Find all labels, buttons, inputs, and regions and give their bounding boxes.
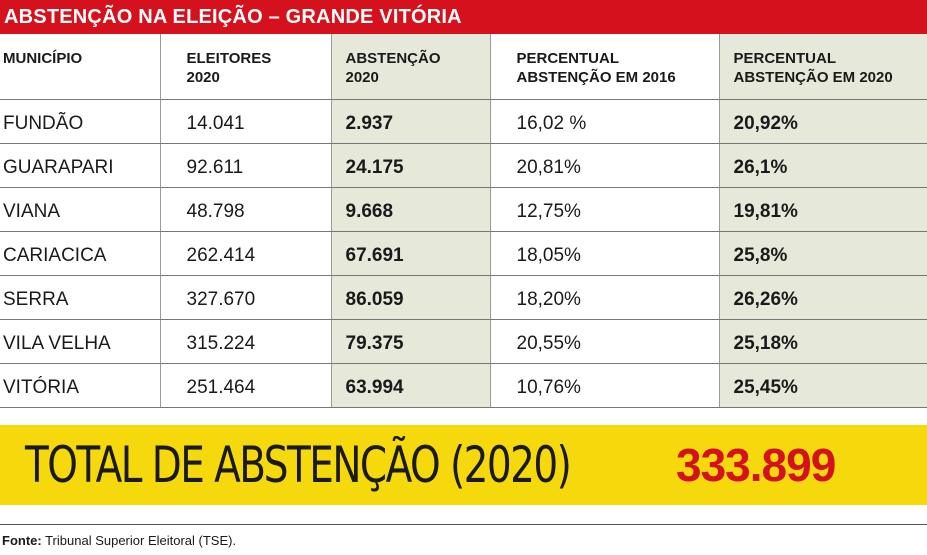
table-row: FUNDÃO 14.041 2.937 16,02 % 20,92% — [0, 99, 927, 144]
source-text: Tribunal Superior Eleitoral (TSE). — [41, 533, 237, 548]
cell-abstencao: 9.668 — [331, 187, 491, 232]
cell-abstencao: 67.691 — [331, 231, 491, 276]
header-label: MUNICÍPIO — [3, 50, 83, 67]
total-bar: TOTAL DE ABSTENÇÃO (2020) 333.899 — [0, 425, 927, 505]
abstention-table: MUNICÍPIO ELEITORES 2020 ABSTENÇÃO 2020 PE… — [0, 34, 927, 408]
source-note: Fonte: Tribunal Superior Eleitoral (TSE)… — [2, 533, 236, 548]
header-label: PERCENTUAL — [733, 50, 837, 67]
cell-municipio: FUNDÃO — [0, 99, 161, 144]
table-row: VIANA 48.798 9.668 12,75% 19,81% — [0, 187, 927, 232]
cell-abstencao: 63.994 — [331, 363, 491, 408]
cell-percentual-2020: 26,26% — [719, 275, 927, 320]
cell-municipio: VITÓRIA — [0, 363, 161, 408]
table-row: SERRA 327.670 86.059 18,20% 26,26% — [0, 275, 927, 320]
cell-eleitores: 251.464 — [160, 363, 332, 408]
header-percentual-2016: PERCENTUAL ABSTENÇÃO EM 2016 — [490, 34, 720, 100]
table-body: FUNDÃO 14.041 2.937 16,02 % 20,92% GUARAPARI 9… — [0, 99, 927, 408]
cell-abstencao: 24.175 — [331, 143, 491, 188]
cell-percentual-2016: 18,05% — [490, 231, 720, 276]
cell-eleitores: 315.224 — [160, 319, 332, 364]
header-label: ABSTENÇÃO — [345, 50, 441, 67]
header-percentual-2020: PERCENTUAL ABSTENÇÃO EM 2020 — [719, 34, 927, 100]
header-label: ABSTENÇÃO EM 2020 — [733, 69, 893, 86]
header-row: MUNICÍPIO ELEITORES 2020 ABSTENÇÃO 2020 PE… — [0, 34, 927, 100]
cell-percentual-2016: 10,76% — [490, 363, 720, 408]
header-municipio: MUNICÍPIO — [0, 34, 161, 100]
table-row: VITÓRIA 251.464 63.994 10,76% 25,45% — [0, 363, 927, 408]
cell-eleitores: 262.414 — [160, 231, 332, 276]
cell-percentual-2020: 25,18% — [719, 319, 927, 364]
cell-percentual-2016: 18,20% — [490, 275, 720, 320]
cell-eleitores: 48.798 — [160, 187, 332, 232]
chart-title: ABSTENÇÃO NA ELEIÇÃO – GRANDE VITÓRIA — [0, 0, 927, 34]
cell-percentual-2020: 26,1% — [719, 143, 927, 188]
cell-abstencao: 86.059 — [331, 275, 491, 320]
source-label: Fonte: — [2, 533, 42, 548]
cell-percentual-2016: 20,81% — [490, 143, 720, 188]
header-label: ABSTENÇÃO EM 2016 — [516, 69, 676, 86]
total-label: TOTAL DE ABSTENÇÃO (2020) — [25, 436, 572, 494]
cell-municipio: VIANA — [0, 187, 161, 232]
cell-percentual-2016: 20,55% — [490, 319, 720, 364]
cell-municipio: SERRA — [0, 275, 161, 320]
cell-eleitores: 327.670 — [160, 275, 332, 320]
header-label: 2020 — [186, 69, 220, 86]
cell-percentual-2020: 25,8% — [719, 231, 927, 276]
cell-eleitores: 14.041 — [160, 99, 332, 144]
total-value: 333.899 — [676, 439, 836, 491]
cell-percentual-2016: 12,75% — [490, 187, 720, 232]
cell-municipio: GUARAPARI — [0, 143, 161, 188]
table-row: CARIACICA 262.414 67.691 18,05% 25,8% — [0, 231, 927, 276]
cell-abstencao: 2.937 — [331, 99, 491, 144]
header-abstencao: ABSTENÇÃO 2020 — [331, 34, 491, 100]
header-label: ELEITORES — [186, 50, 272, 67]
divider — [0, 524, 927, 525]
cell-municipio: VILA VELHA — [0, 319, 161, 364]
cell-percentual-2016: 16,02 % — [490, 99, 720, 144]
cell-percentual-2020: 25,45% — [719, 363, 927, 408]
header-eleitores: ELEITORES 2020 — [160, 34, 332, 100]
table-row: GUARAPARI 92.611 24.175 20,81% 26,1% — [0, 143, 927, 188]
cell-eleitores: 92.611 — [160, 143, 332, 188]
header-label: PERCENTUAL — [516, 50, 620, 67]
header-label: 2020 — [345, 69, 379, 86]
table-row: VILA VELHA 315.224 79.375 20,55% 25,18% — [0, 319, 927, 364]
cell-percentual-2020: 20,92% — [719, 99, 927, 144]
cell-abstencao: 79.375 — [331, 319, 491, 364]
cell-percentual-2020: 19,81% — [719, 187, 927, 232]
cell-municipio: CARIACICA — [0, 231, 161, 276]
